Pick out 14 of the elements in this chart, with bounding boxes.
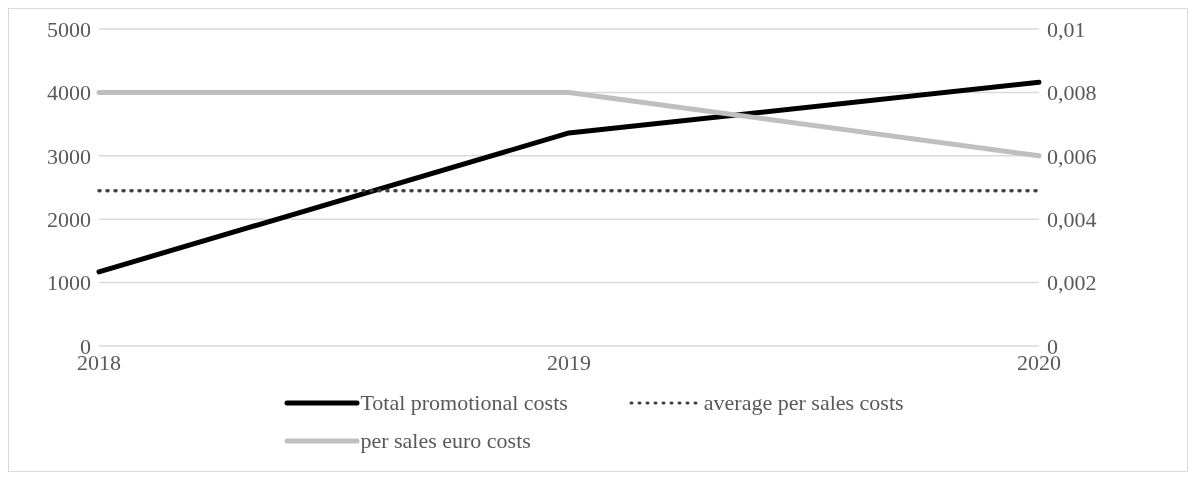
y-tick-label: 4000 bbox=[47, 80, 91, 106]
y2-tick-label: 0,01 bbox=[1047, 16, 1086, 42]
x-tick-label: 2019 bbox=[547, 349, 591, 375]
y2-tick-label: 0,008 bbox=[1047, 80, 1097, 106]
y-tick-label: 3000 bbox=[47, 143, 91, 169]
y2-tick-label: 0,004 bbox=[1047, 207, 1097, 233]
legend-label: average per sales costs bbox=[703, 390, 904, 416]
legend-label: per sales euro costs bbox=[360, 428, 531, 454]
y2-tick-label: 0,002 bbox=[1047, 270, 1097, 296]
y-tick-label: 5000 bbox=[47, 16, 91, 42]
y-tick-label: 2000 bbox=[47, 207, 91, 233]
legend-label: Total promotional costs bbox=[360, 390, 568, 416]
y2-tick-label: 0,006 bbox=[1047, 143, 1097, 169]
y-tick-label: 1000 bbox=[47, 270, 91, 296]
